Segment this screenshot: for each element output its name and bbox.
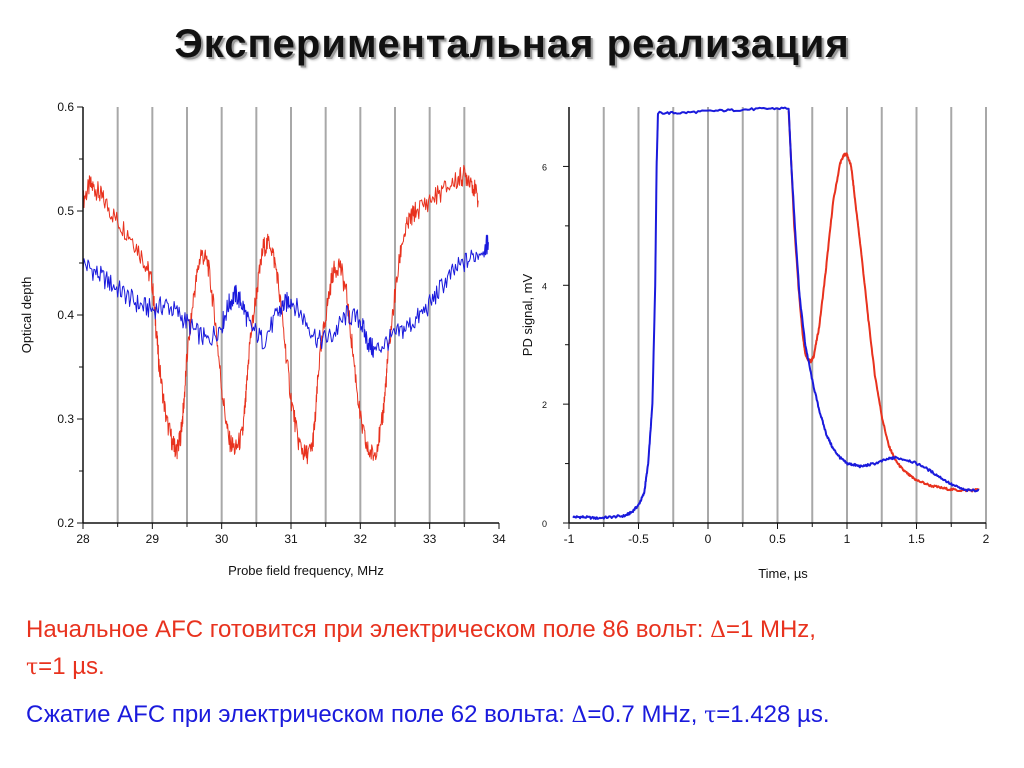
right-y-tick-label: 6 [542,162,547,172]
right-x-tick-label: -1 [564,532,575,546]
delta-symbol: Δ [571,703,588,728]
slide-title: Экспериментальная реализация [174,22,850,66]
left-x-tick-label: 33 [423,532,437,546]
left-x-tick-label: 29 [146,532,160,546]
caption-initial-text: Начальное AFC готовится при электрическо… [26,616,711,643]
left-x-tick-label: 32 [354,532,368,546]
right-y-tick-label: 2 [542,400,547,410]
right-series-red-line [787,111,980,493]
left-axes: 28 29 30 31 32 33 34 0.2 0.3 0.4 0.5 0.6 [57,100,506,546]
tau-symbol: τ [26,655,39,680]
right-x-tick-label: 1 [844,532,851,546]
caption-compressed-tau-value: =1.428 µs. [716,701,830,728]
caption-compressed-delta-value: =0.7 MHz, [587,701,705,728]
caption-initial-delta-value: =1 MHz, [725,616,816,643]
left-y-tick-label: 0.2 [57,516,74,530]
pd-signal-chart: -1 -0.5 0 0.5 1 1.5 2 0 2 4 6 Time, µs PD signal, … [520,106,990,581]
delta-symbol: Δ [710,618,726,643]
right-x-tick-label: -0.5 [628,532,649,546]
right-x-tick-label: 1.5 [908,532,925,546]
right-x-tick-label: 2 [983,532,990,546]
left-x-tick-label: 34 [492,532,506,546]
left-y-tick-label: 0.4 [57,308,74,322]
left-y-tick-label: 0.6 [57,100,74,114]
tau-symbol: τ [704,703,717,728]
caption-compressed-text: Сжатие AFC при электрическом поле 62 вол… [26,701,572,728]
right-y-tick-label: 0 [542,519,547,529]
caption-initial-tau-value: =1 µs. [38,653,105,680]
right-x-axis-label: Time, µs [758,566,808,581]
right-y-axis-label: PD signal, mV [520,273,535,356]
left-y-tick-label: 0.3 [57,412,74,426]
left-series [82,164,489,465]
caption-initial-afc: Начальное AFC готовится при электрическо… [26,612,986,686]
right-axes: -1 -0.5 0 0.5 1 1.5 2 0 2 4 6 [542,107,990,546]
left-series-red-line [82,164,479,465]
left-series-blue-line [82,234,489,358]
left-x-tick-label: 31 [284,532,298,546]
right-grid [602,107,987,523]
right-series [572,106,980,520]
left-x-tick-label: 30 [215,532,229,546]
left-x-axis-label: Probe field frequency, MHz [228,563,384,578]
optical-depth-chart: 28 29 30 31 32 33 34 0.2 0.3 0.4 0.5 0.6 Probe fiel… [19,100,506,578]
right-x-tick-label: 0 [705,532,712,546]
left-y-tick-label: 0.5 [57,204,74,218]
right-x-tick-label: 0.5 [769,532,786,546]
left-y-axis-label: Optical depth [19,277,34,354]
left-x-tick-label: 28 [76,532,90,546]
caption-compressed-afc: Сжатие AFC при электрическом поле 62 вол… [26,697,986,734]
right-y-tick-label: 4 [542,281,547,291]
right-series-blue-line [572,106,980,520]
